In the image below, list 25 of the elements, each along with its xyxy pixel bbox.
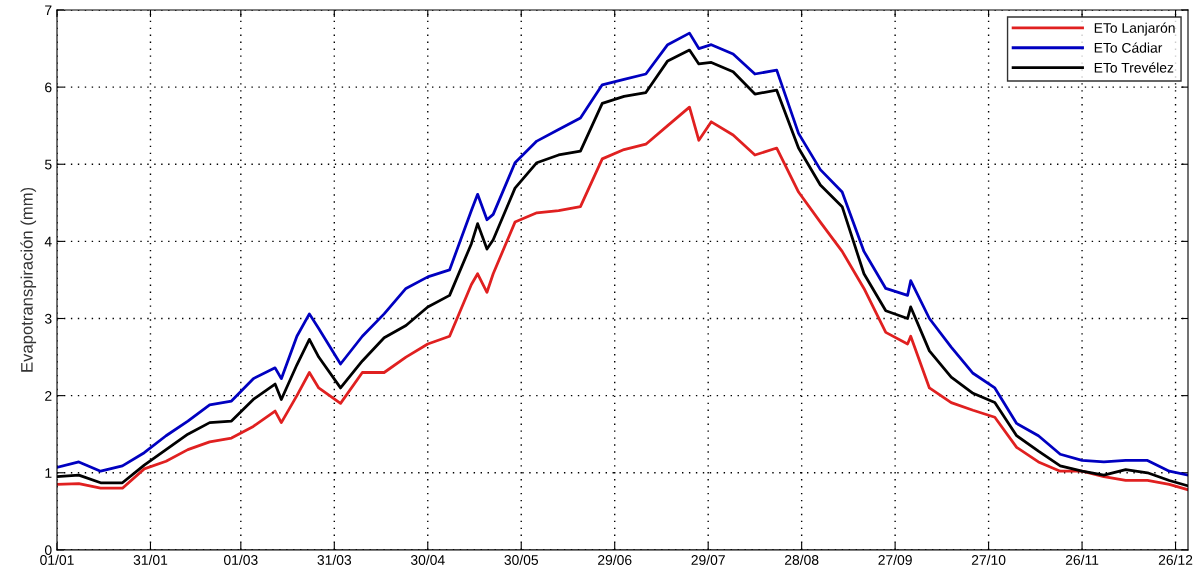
legend-label: ETo Cádiar (1094, 42, 1163, 53)
y-tick-label: 3 (44, 313, 52, 324)
x-tick-label: 27/10 (971, 554, 1006, 565)
x-tick-label: 31/03 (317, 554, 352, 565)
x-tick-label: 28/08 (784, 554, 819, 565)
x-tick-label: 26/11 (1065, 554, 1099, 565)
x-tick-label: 01/01 (40, 554, 74, 565)
y-tick-label: 5 (44, 159, 52, 170)
x-tick-label: 26/12 (1158, 554, 1193, 565)
legend-label: ETo Lanjarón (1094, 22, 1175, 36)
legend-label: ETo Trevélez (1094, 62, 1174, 73)
x-tick-label: 01/03 (223, 554, 258, 565)
x-tick-label: 30/05 (504, 554, 539, 565)
x-tick-label: 29/06 (598, 554, 632, 565)
y-tick-label: 7 (45, 5, 52, 16)
y-tick-label: 1 (45, 468, 52, 478)
x-tick-label: 31/01 (133, 554, 168, 565)
x-tick-label: 30/04 (410, 554, 445, 565)
y-tick-label: 2 (45, 390, 52, 401)
x-tick-label: 27/09 (878, 554, 912, 565)
x-tick-label: 29/07 (691, 554, 725, 565)
y-axis-title: Evapotranspiración (mm) (20, 187, 37, 372)
y-tick-label: 4 (44, 236, 52, 247)
y-tick-label: 6 (45, 82, 52, 93)
y-tick-label: 0 (44, 545, 52, 556)
